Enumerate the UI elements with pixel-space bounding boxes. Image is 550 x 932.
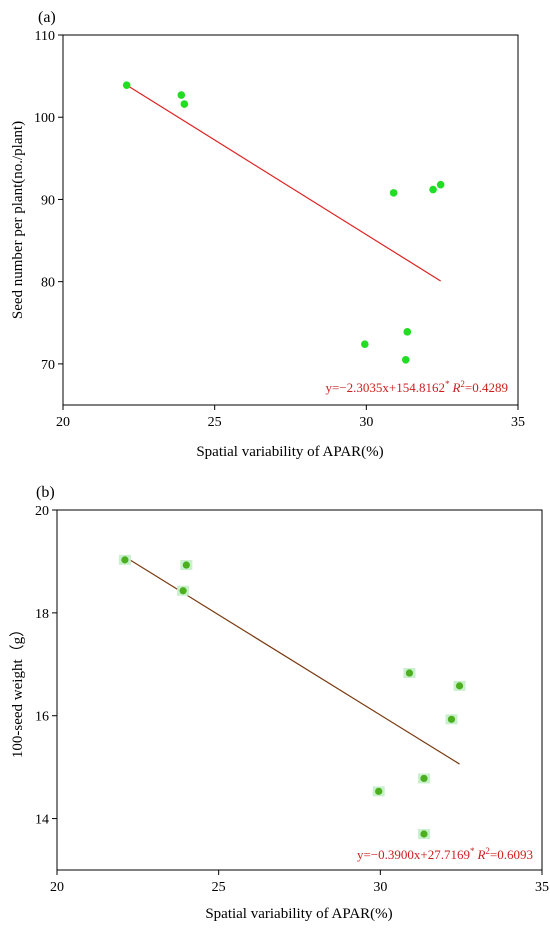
y-tick-label-a-3: 100 xyxy=(34,111,55,126)
data-point-b-3 xyxy=(405,669,414,677)
fit-line-a-group xyxy=(126,84,441,282)
fit-line-a xyxy=(126,84,441,282)
y-tick-label-b-2: 18 xyxy=(35,607,49,622)
x-tick-label-b-3: 35 xyxy=(535,880,549,895)
y-tick-label-b-1: 16 xyxy=(35,710,49,725)
panel-label-b: (b) xyxy=(36,484,55,501)
x-tick-label-b-0: 20 xyxy=(50,880,64,895)
y-axis-label-b: 100-seed weight（g） xyxy=(9,622,26,758)
y-tick-label-b-0: 14 xyxy=(35,813,49,828)
x-tick-label-a-1: 25 xyxy=(208,415,222,430)
y-axis-label-a: Seed number per plant(no./plant) xyxy=(10,121,26,319)
data-point-a-7 xyxy=(403,328,412,336)
data-points-b xyxy=(118,554,466,839)
y-tick-label-b-3: 20 xyxy=(35,504,49,519)
data-point-b-8 xyxy=(420,830,428,838)
data-points-a xyxy=(122,81,445,364)
data-point-a-8 xyxy=(401,355,410,364)
chart-panel-a: (a) 20 25 30 35 70 80 90 100 110 y=−2.3035x+154.… xyxy=(10,9,525,460)
data-point-b-6 xyxy=(375,787,383,795)
data-point-a-1 xyxy=(177,91,186,99)
x-tick-label-b-2: 30 xyxy=(373,880,387,895)
data-point-b-4 xyxy=(455,682,464,690)
data-point-a-4 xyxy=(429,185,437,194)
x-axis-label-a: Spatial variability of APAR(%) xyxy=(196,444,383,460)
y-tick-label-a-0: 70 xyxy=(41,358,55,373)
data-point-a-2 xyxy=(180,100,189,108)
data-point-a-3 xyxy=(389,189,398,197)
y-tick-label-a-4: 110 xyxy=(35,29,55,44)
fit-line-b-group xyxy=(124,556,460,765)
data-point-a-6 xyxy=(361,340,369,348)
data-point-b-1 xyxy=(179,587,187,595)
y-tick-label-a-1: 80 xyxy=(41,276,55,291)
axis-ticks-b: 20 25 30 35 14 16 18 20 xyxy=(35,504,549,895)
equation-label-a: y=−2.3035x+154.8162* R2=0.4289 xyxy=(325,379,508,395)
data-point-a-5 xyxy=(436,180,445,189)
fit-line-b xyxy=(124,556,460,765)
plot-frame-b xyxy=(56,509,543,871)
data-point-b-0 xyxy=(121,556,129,564)
x-tick-label-b-1: 25 xyxy=(212,880,226,895)
panel-label-a: (a) xyxy=(38,9,56,26)
y-tick-label-a-2: 90 xyxy=(41,193,55,208)
data-point-b-7 xyxy=(420,774,428,783)
data-point-a-0 xyxy=(122,81,131,89)
x-axis-label-b: Spatial variability of APAR(%) xyxy=(205,906,392,922)
x-tick-label-a-3: 35 xyxy=(511,415,525,430)
x-tick-label-a-2: 30 xyxy=(359,415,373,430)
data-point-b-2 xyxy=(182,561,190,569)
chart-panel-b: (b) 20 25 30 35 14 16 18 20 y=−0.3900x+27.7169*… xyxy=(9,484,549,922)
data-point-b-5 xyxy=(447,715,456,723)
plot-frame-a xyxy=(62,34,519,406)
equation-label-b: y=−0.3900x+27.7169* R2=0.6093 xyxy=(357,846,533,862)
x-tick-label-a-0: 20 xyxy=(56,415,70,430)
axis-ticks-a: 20 25 30 35 70 80 90 100 110 xyxy=(34,29,525,430)
